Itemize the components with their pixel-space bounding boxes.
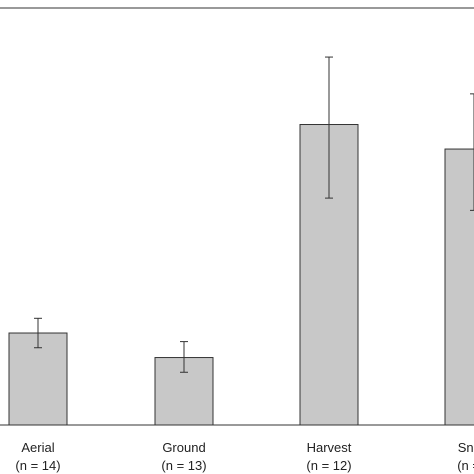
sample-size-label-snow: (n = 1 (457, 458, 474, 473)
x-tick-labels: Aerial (n = 14) Ground (n = 13) Harvest (n = … (15, 440, 474, 473)
error-bars-group (34, 56, 474, 373)
x-tick-label-ground: Ground (162, 440, 205, 455)
bar-aerial (8, 332, 68, 426)
x-tick-label-snow: Snow (458, 440, 474, 455)
sample-size-label-aerial: (n = 14) (15, 458, 60, 473)
bar-snow (444, 148, 474, 426)
x-tick-label-aerial: Aerial (21, 440, 54, 455)
plot-frame (0, 7, 474, 426)
sample-size-label-harvest: (n = 12) (306, 458, 351, 473)
sample-size-label-ground: (n = 13) (161, 458, 206, 473)
x-tick-label-harvest: Harvest (307, 440, 352, 455)
bars-group (8, 124, 474, 426)
